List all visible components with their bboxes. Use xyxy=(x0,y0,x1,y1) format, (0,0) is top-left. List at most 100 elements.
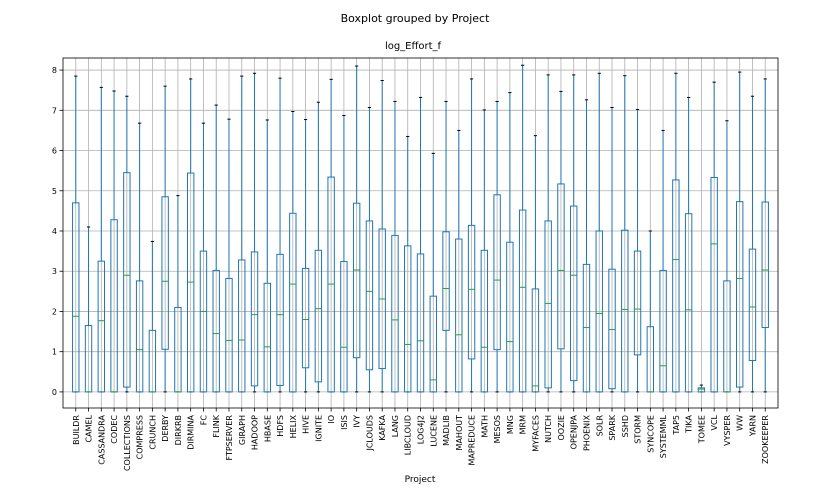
box-iqr xyxy=(199,250,208,393)
x-tick-label: SPARK xyxy=(608,414,617,440)
box-syncope xyxy=(646,230,655,393)
box-yarn xyxy=(748,95,757,393)
box-iqr xyxy=(621,229,629,393)
box-iqr xyxy=(416,253,425,393)
x-tick-label: WW xyxy=(736,415,745,431)
box-systemml xyxy=(659,129,667,393)
x-tick-label: VYSPER xyxy=(723,415,732,446)
x-tick-label: SOLR xyxy=(595,415,604,437)
x-tick-label: YARN xyxy=(748,415,757,437)
box-iqr xyxy=(518,209,527,393)
x-tick-label: CODEC xyxy=(110,415,119,444)
box-iqr xyxy=(531,288,540,393)
y-tick-label: 4 xyxy=(52,227,57,236)
x-tick-label: HBASE xyxy=(263,415,272,442)
box-iqr xyxy=(263,282,271,393)
x-tick-label: HDFS xyxy=(276,415,285,437)
x-tick-label: COLLECTIONS xyxy=(123,415,132,471)
y-tick-label: 2 xyxy=(52,307,57,316)
box-compress xyxy=(135,122,144,393)
box-dirkrb xyxy=(174,195,182,393)
x-tick-label: NUTCH xyxy=(544,415,553,443)
box-iqr xyxy=(595,230,603,393)
x-tick-label: GIRAPH xyxy=(238,415,247,445)
box-mapreduce xyxy=(467,78,476,393)
x-tick-label: VCL xyxy=(710,414,719,430)
x-tick-label: HADOOP xyxy=(251,415,260,450)
box-madlib xyxy=(442,100,450,393)
box-iqr xyxy=(480,249,489,393)
box-codec xyxy=(110,90,118,393)
x-tick-label: LIBCLOUD xyxy=(404,415,413,455)
y-tick-label: 0 xyxy=(52,388,57,397)
x-tick-label: FC xyxy=(199,415,208,426)
x-tick-label: MNG xyxy=(506,415,515,434)
box-hbase xyxy=(263,119,271,393)
box-tap5 xyxy=(672,72,680,393)
x-tick-label: CASSANDRA xyxy=(97,414,106,464)
box-iqr xyxy=(391,234,399,393)
box-openjpa xyxy=(570,74,578,393)
box-iqr xyxy=(314,249,323,383)
x-tick-label: DERBY xyxy=(161,415,170,442)
box-iqr xyxy=(97,260,105,393)
box-zookeeper xyxy=(761,78,769,393)
box-vysper xyxy=(723,120,731,393)
x-tick-label: SSHD xyxy=(621,415,630,437)
box-fc xyxy=(199,122,208,393)
box-myfaces xyxy=(531,135,540,393)
x-tick-label: ZOOKEEPER xyxy=(761,415,770,464)
box-ivy xyxy=(352,65,361,393)
x-tick-label: CAMEL xyxy=(85,414,94,442)
box-iqr xyxy=(748,248,757,362)
box-iqr xyxy=(238,259,246,393)
box-vcl xyxy=(710,81,718,393)
box-ftpserver xyxy=(225,118,233,393)
box-math xyxy=(480,109,489,393)
y-axis-ticks: 0 1 2 3 4 5 6 7 8 xyxy=(52,66,63,397)
x-tick-label: CRUNCH xyxy=(148,415,157,450)
x-tick-label: IO xyxy=(327,415,336,424)
x-tick-label: STORM xyxy=(634,415,643,444)
box-iqr xyxy=(340,261,348,393)
y-tick-label: 1 xyxy=(52,348,57,357)
box-mrm xyxy=(518,64,527,393)
box-camel xyxy=(84,226,93,393)
x-tick-label: TIKA xyxy=(685,414,694,433)
figure-suptitle: Boxplot grouped by Project xyxy=(341,12,491,25)
box-iqr xyxy=(493,194,501,351)
x-tick-label: MRM xyxy=(519,415,528,434)
box-cassandra xyxy=(97,86,105,393)
box-iqr xyxy=(250,251,259,387)
x-tick-label: MATH xyxy=(480,415,489,438)
box-tomee xyxy=(697,384,706,393)
x-tick-label: MADLIB xyxy=(442,415,451,446)
box-isis xyxy=(340,115,348,393)
box-libcloud xyxy=(404,135,412,393)
box-collections xyxy=(123,95,131,393)
y-tick-label: 7 xyxy=(52,106,57,115)
box-mesos xyxy=(493,100,501,393)
box-iqr xyxy=(544,220,552,389)
box-iqr xyxy=(365,220,374,371)
x-tick-label: LOG4J2 xyxy=(417,415,426,444)
box-iqr xyxy=(225,277,233,393)
box-iqr xyxy=(582,263,591,393)
x-tick-label: MAHOUT xyxy=(455,415,464,451)
box-hive xyxy=(301,119,310,393)
box-iqr xyxy=(608,268,616,390)
y-tick-label: 5 xyxy=(52,187,57,196)
box-iqr xyxy=(570,205,578,382)
box-iqr xyxy=(506,241,514,393)
x-tick-label: PHOENIX xyxy=(582,414,591,451)
box-oozie xyxy=(557,90,565,393)
box-iqr xyxy=(761,201,769,329)
box-flink xyxy=(212,104,220,393)
box-iqr xyxy=(455,238,463,393)
box-mng xyxy=(506,92,514,393)
x-tick-label: FLINK xyxy=(212,414,221,437)
box-log4j2 xyxy=(416,96,425,393)
x-tick-label: BUILDR xyxy=(72,415,81,445)
x-tick-label: ISIS xyxy=(340,415,349,430)
